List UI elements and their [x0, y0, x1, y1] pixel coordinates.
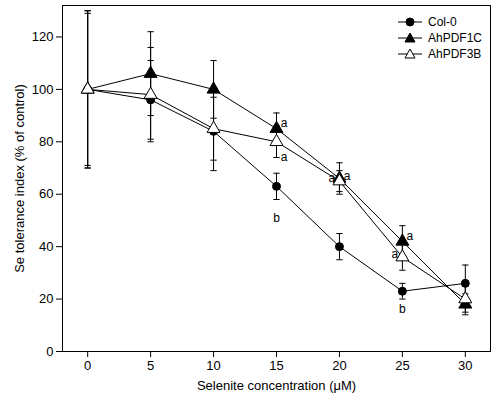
- svg-text:a: a: [281, 116, 288, 130]
- svg-text:100: 100: [32, 82, 54, 97]
- svg-text:20: 20: [39, 291, 53, 306]
- svg-text:30: 30: [458, 358, 472, 373]
- svg-text:60: 60: [39, 186, 53, 201]
- svg-text:0: 0: [46, 344, 53, 359]
- html-text:AhPDF3B: AhPDF3B: [428, 47, 482, 61]
- svg-text:40: 40: [39, 239, 53, 254]
- svg-text:a: a: [391, 247, 398, 261]
- svg-text:5: 5: [147, 358, 154, 373]
- svg-text:120: 120: [32, 29, 54, 44]
- svg-text:20: 20: [332, 358, 346, 373]
- svg-text:Se tolerance index (% of contr: Se tolerance index (% of control): [12, 84, 27, 273]
- svg-text:Selenite concentration (μM): Selenite concentration (μM): [197, 378, 356, 393]
- svg-text:80: 80: [39, 134, 53, 149]
- svg-text:15: 15: [269, 358, 283, 373]
- svg-text:a: a: [344, 169, 351, 183]
- svg-text:a: a: [281, 150, 288, 164]
- svg-text:25: 25: [395, 358, 409, 373]
- html-text:Col-0: Col-0: [428, 15, 457, 29]
- svg-text:0: 0: [84, 358, 91, 373]
- svg-text:10: 10: [206, 358, 220, 373]
- html-text:AhPDF1C: AhPDF1C: [428, 31, 482, 45]
- svg-text:b: b: [399, 302, 406, 316]
- svg-text:b: b: [273, 211, 280, 225]
- svg-text:a: a: [329, 171, 336, 185]
- svg-text:a: a: [407, 229, 414, 243]
